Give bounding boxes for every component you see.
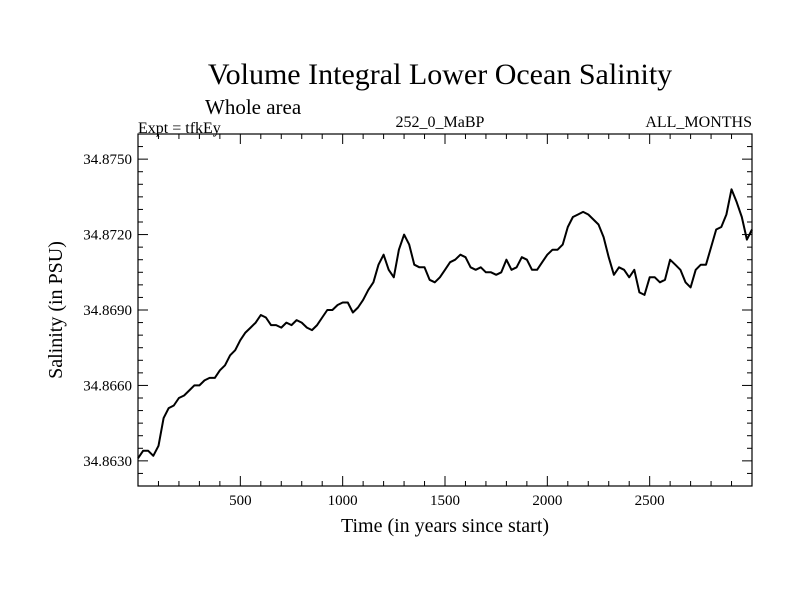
y-axis-tick-labels: 34.8630 34.8660 34.8690 34.8720 34.8750 — [83, 152, 132, 470]
y-axis-label: Salinity (in PSU) — [45, 241, 67, 379]
y-tick-label: 34.8690 — [83, 303, 132, 319]
plot-frame — [137, 133, 753, 487]
y-tick-label: 34.8720 — [83, 228, 132, 244]
experiment-label: Expt = tfkEy — [138, 120, 221, 137]
months-label: ALL_MONTHS — [645, 114, 752, 131]
chart-title: Volume Integral Lower Ocean Salinity — [208, 58, 672, 91]
x-axis-label: Time (in years since start) — [341, 515, 549, 537]
salinity-series-line — [137, 188, 753, 459]
period-label: 252_0_MaBP — [396, 114, 485, 131]
y-tick-label: 34.8660 — [83, 378, 132, 394]
chart-subtitle: Whole area — [205, 95, 302, 119]
x-tick-label: 1500 — [430, 493, 460, 509]
y-tick-label: 34.8750 — [83, 152, 132, 168]
y-tick-label: 34.8630 — [83, 454, 132, 470]
x-tick-label: 2000 — [532, 493, 562, 509]
x-axis-ticks — [157, 134, 733, 486]
x-tick-label: 500 — [229, 493, 252, 509]
y-axis-ticks — [138, 146, 752, 474]
x-tick-label: 2500 — [635, 493, 665, 509]
x-tick-label: 1000 — [328, 493, 358, 509]
x-axis-tick-labels: 500 1000 1500 2000 2500 — [229, 493, 665, 509]
